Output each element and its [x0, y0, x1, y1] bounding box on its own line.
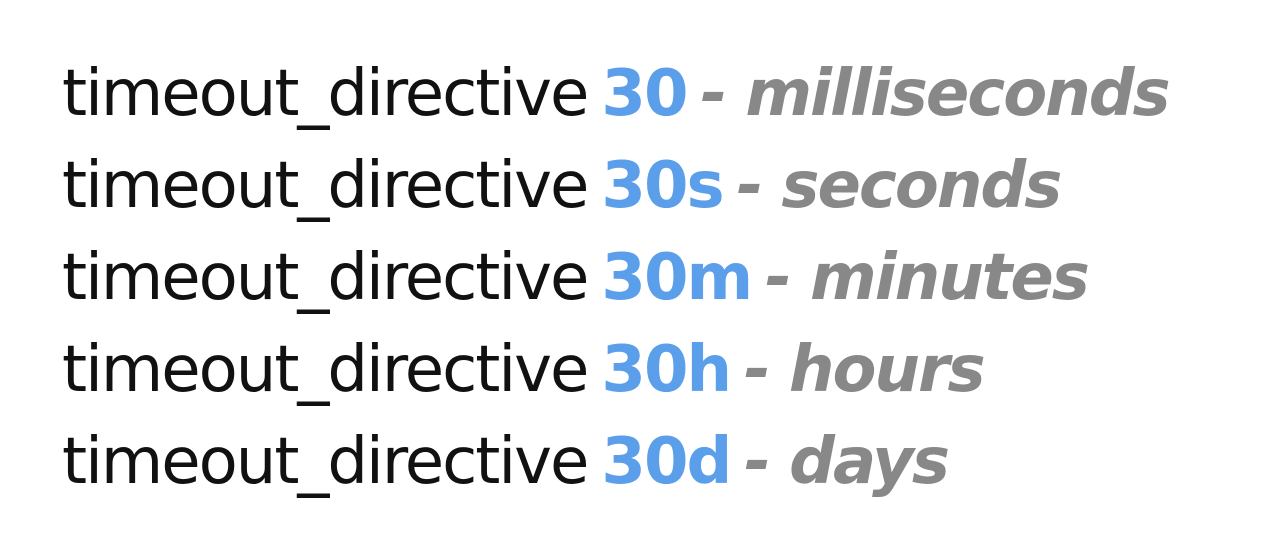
directive-name: timeout_directive — [62, 241, 589, 315]
directive-name: timeout_directive — [62, 57, 589, 131]
timeout-line-days: timeout_directive 30d - days — [62, 416, 1285, 508]
timeout-value: 30s — [601, 149, 724, 223]
unit-description: - milliseconds — [700, 57, 1170, 131]
timeout-line-minutes: timeout_directive 30m - minutes — [62, 232, 1285, 324]
unit-description: - hours — [744, 333, 986, 407]
unit-description: - days — [744, 425, 950, 499]
timeout-line-seconds: timeout_directive 30s - seconds — [62, 140, 1285, 232]
timeout-value: 30d — [601, 425, 732, 499]
directive-name: timeout_directive — [62, 425, 589, 499]
timeout-line-milliseconds: timeout_directive 30- milliseconds — [62, 48, 1285, 140]
timeout-value: 30h — [601, 333, 732, 407]
unit-description: - minutes — [765, 241, 1090, 315]
directive-name: timeout_directive — [62, 149, 589, 223]
timeout-line-hours: timeout_directive 30h - hours — [62, 324, 1285, 416]
timeout-value: 30m — [601, 241, 753, 315]
directive-name: timeout_directive — [62, 333, 589, 407]
timeout-value: 30 — [601, 57, 688, 131]
unit-description: - seconds — [736, 149, 1063, 223]
